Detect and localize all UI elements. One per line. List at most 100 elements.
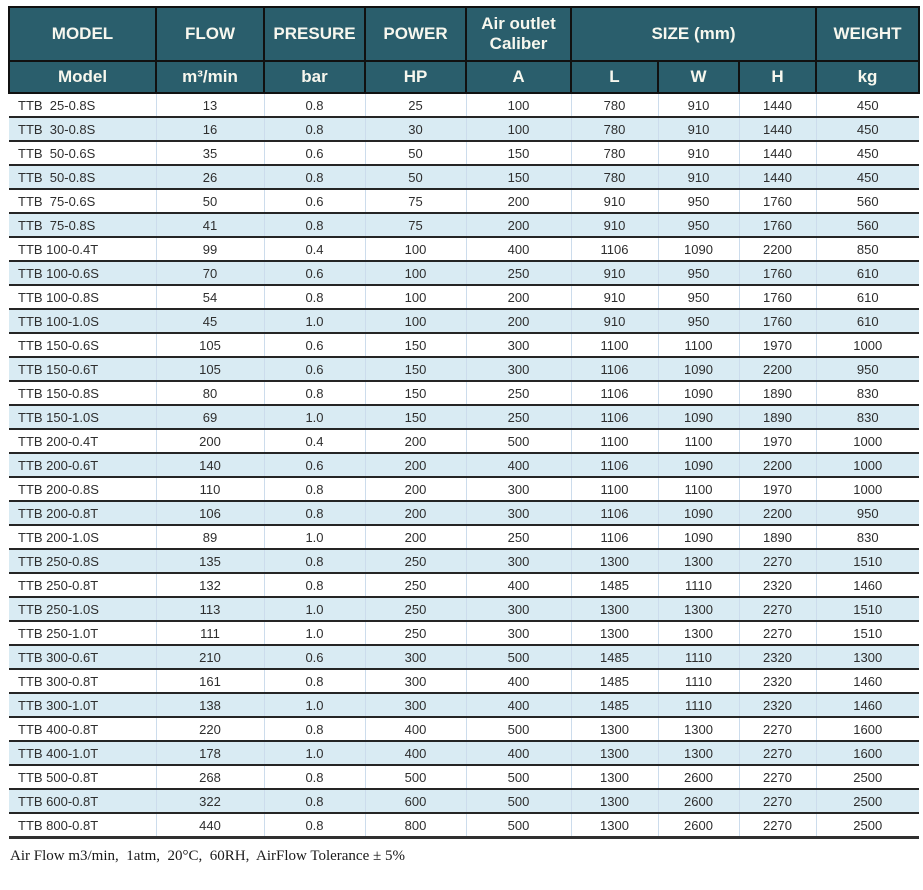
table-row: TTB 50-0.8S 26 0.8 50 150 780 910 1440 450 [9, 164, 919, 189]
unit-kg: kg [815, 60, 920, 94]
table-row: TTB 25-0.8S 13 0.8 25 100 780 910 1440 450 [9, 92, 919, 117]
value-cell: 300 [465, 620, 571, 645]
model-cell: TTB 500-0.8T [9, 764, 156, 789]
value-cell: 300 [465, 476, 571, 501]
table-row: TTB 100-0.4T 99 0.4 100 400 1106 1090 2200 850 [9, 236, 919, 261]
table-row: TTB 400-1.0T 178 1.0 400 400 1300 1300 2270 1600 [9, 740, 919, 765]
value-cell: 1890 [738, 524, 816, 549]
value-cell: 0.8 [263, 116, 365, 141]
value-cell: 1890 [738, 380, 816, 405]
value-cell: 450 [815, 140, 919, 165]
value-cell: 50 [155, 188, 264, 213]
value-cell: 500 [465, 644, 571, 669]
value-cell: 1440 [738, 164, 816, 189]
value-cell: 910 [657, 116, 739, 141]
value-cell: 50 [364, 164, 466, 189]
table-row: TTB 150-0.8S 80 0.8 150 250 1106 1090 1890 830 [9, 380, 919, 405]
value-cell: 1.0 [263, 596, 365, 621]
value-cell: 2200 [738, 236, 816, 261]
value-cell: 1090 [657, 236, 739, 261]
value-cell: 45 [155, 308, 264, 333]
value-cell: 1.0 [263, 404, 365, 429]
model-cell: TTB 150-0.8S [9, 380, 156, 405]
value-cell: 1970 [738, 428, 816, 453]
col-header-power: POWER [364, 6, 467, 62]
value-cell: 250 [465, 380, 571, 405]
table-row: TTB 300-1.0T 138 1.0 300 400 1485 1110 2320 1460 [9, 692, 919, 717]
table-row: TTB 250-0.8S 135 0.8 250 300 1300 1300 2270 1510 [9, 548, 919, 573]
value-cell: 0.8 [263, 164, 365, 189]
value-cell: 100 [465, 116, 571, 141]
value-cell: 0.8 [263, 92, 365, 117]
model-cell: TTB 300-1.0T [9, 692, 156, 717]
value-cell: 1485 [570, 668, 658, 693]
value-cell: 250 [364, 548, 466, 573]
value-cell: 0.6 [263, 140, 365, 165]
model-cell: TTB 100-1.0S [9, 308, 156, 333]
value-cell: 1100 [570, 428, 658, 453]
model-cell: TTB 150-1.0S [9, 404, 156, 429]
table-row: TTB 75-0.6S 50 0.6 75 200 910 950 1760 560 [9, 188, 919, 213]
model-cell: TTB 75-0.6S [9, 188, 156, 213]
value-cell: 1300 [570, 812, 658, 839]
model-cell: TTB 100-0.6S [9, 260, 156, 285]
unit-hp: HP [364, 60, 467, 94]
value-cell: 450 [815, 164, 919, 189]
value-cell: 2270 [738, 740, 816, 765]
value-cell: 0.6 [263, 260, 365, 285]
value-cell: 2500 [815, 788, 919, 813]
model-cell: TTB 50-0.8S [9, 164, 156, 189]
value-cell: 1460 [815, 668, 919, 693]
value-cell: 1600 [815, 716, 919, 741]
value-cell: 0.6 [263, 356, 365, 381]
value-cell: 161 [155, 668, 264, 693]
value-cell: 0.8 [263, 476, 365, 501]
value-cell: 830 [815, 404, 919, 429]
value-cell: 100 [364, 284, 466, 309]
value-cell: 1510 [815, 620, 919, 645]
value-cell: 400 [465, 236, 571, 261]
header-row-main: MODEL FLOW PRESURE POWER Air outlet Cali… [8, 6, 920, 62]
model-cell: TTB 250-1.0T [9, 620, 156, 645]
table-row: TTB 300-0.6T 210 0.6 300 500 1485 1110 2320 1300 [9, 644, 919, 669]
value-cell: 1600 [815, 740, 919, 765]
value-cell: 1460 [815, 572, 919, 597]
value-cell: 200 [465, 212, 571, 237]
table-row: TTB 50-0.6S 35 0.6 50 150 780 910 1440 450 [9, 140, 919, 165]
value-cell: 1300 [570, 716, 658, 741]
value-cell: 0.8 [263, 548, 365, 573]
value-cell: 1100 [570, 476, 658, 501]
value-cell: 1460 [815, 692, 919, 717]
unit-model: Model [8, 60, 157, 94]
value-cell: 0.6 [263, 188, 365, 213]
value-cell: 1106 [570, 500, 658, 525]
value-cell: 41 [155, 212, 264, 237]
value-cell: 950 [657, 308, 739, 333]
value-cell: 500 [465, 764, 571, 789]
value-cell: 910 [657, 140, 739, 165]
value-cell: 1440 [738, 116, 816, 141]
value-cell: 1110 [657, 692, 739, 717]
value-cell: 2500 [815, 764, 919, 789]
value-cell: 1300 [657, 548, 739, 573]
value-cell: 1300 [657, 716, 739, 741]
col-header-air-outlet: Air outlet Caliber [465, 6, 572, 62]
value-cell: 200 [364, 428, 466, 453]
value-cell: 0.8 [263, 284, 365, 309]
value-cell: 830 [815, 380, 919, 405]
value-cell: 500 [465, 788, 571, 813]
value-cell: 0.8 [263, 500, 365, 525]
unit-flow: m³/min [155, 60, 265, 94]
value-cell: 780 [570, 116, 658, 141]
table-row: TTB 200-0.8S 110 0.8 200 300 1100 1100 1970 1000 [9, 476, 919, 501]
value-cell: 35 [155, 140, 264, 165]
value-cell: 450 [815, 116, 919, 141]
table-row: TTB 250-1.0T 111 1.0 250 300 1300 1300 2270 1510 [9, 620, 919, 645]
value-cell: 1440 [738, 140, 816, 165]
value-cell: 1485 [570, 692, 658, 717]
value-cell: 1090 [657, 380, 739, 405]
value-cell: 0.6 [263, 644, 365, 669]
value-cell: 300 [465, 332, 571, 357]
value-cell: 150 [364, 332, 466, 357]
table-row: TTB 250-1.0S 113 1.0 250 300 1300 1300 2270 1510 [9, 596, 919, 621]
